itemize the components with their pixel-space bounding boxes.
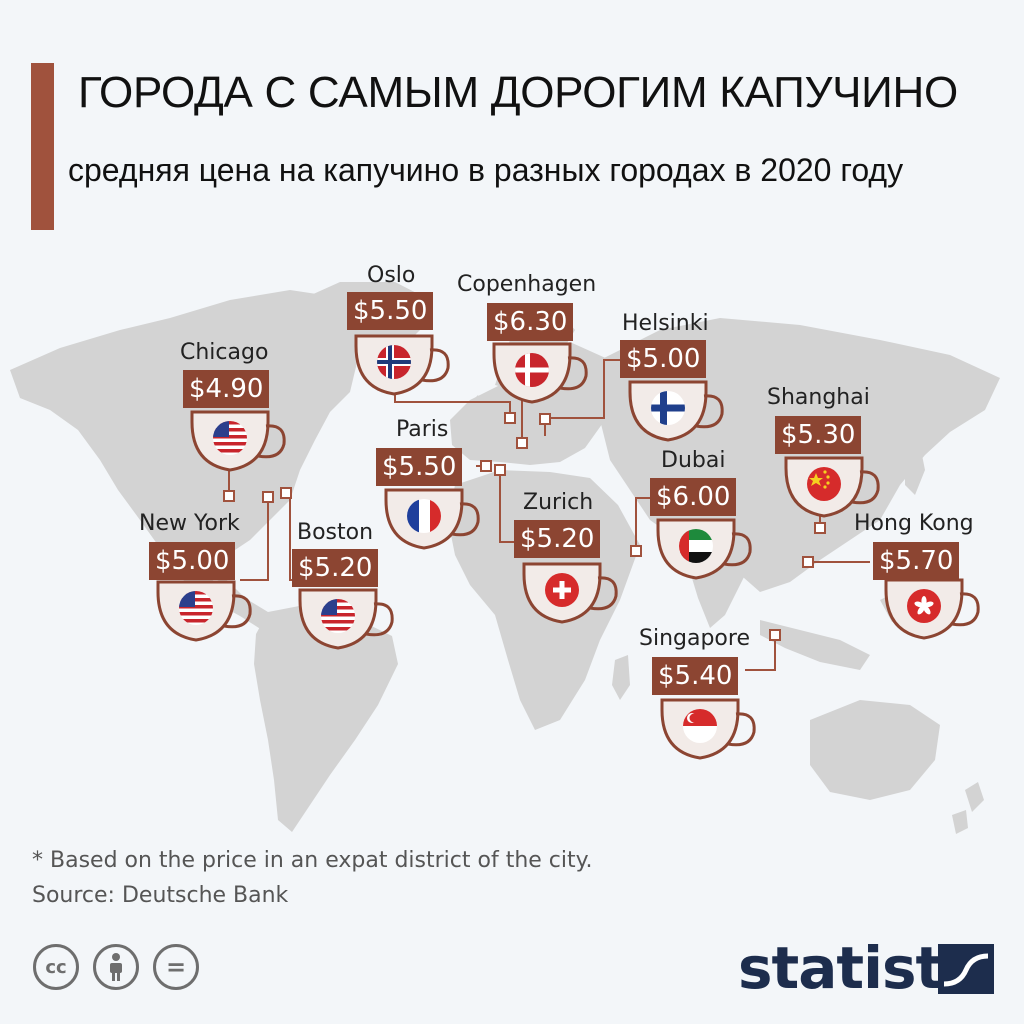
price-badge-new-york: $5.00 [149,542,236,580]
cup-copenhagen [492,342,588,404]
cup-zurich [522,562,618,624]
switzerland-flag-icon [545,573,579,607]
us-flag-icon [179,591,213,625]
uae-flag-icon [679,529,713,563]
cc-icon[interactable]: cc [33,944,79,990]
city-label-shanghai: Shanghai [767,385,870,410]
norway-flag-icon [377,345,411,379]
hong-kong-flag-icon [907,589,941,623]
cup-dubai [656,518,752,580]
city-label-chicago: Chicago [180,340,269,365]
us-flag-icon [213,421,247,455]
france-flag-icon [407,499,441,533]
cup-boston [298,588,394,650]
price-badge-chicago: $4.90 [183,370,270,408]
cup-new-york [156,580,252,642]
attribution-icon[interactable] [93,944,139,990]
city-label-helsinki: Helsinki [622,311,709,336]
price-badge-hong-kong: $5.70 [873,542,960,580]
page-subtitle: средняя цена на капучино в разных города… [68,152,904,188]
source-note: Source: Deutsche Bank [32,883,289,908]
price-badge-helsinki: $5.00 [620,340,707,378]
city-label-zurich: Zurich [523,490,594,515]
city-label-paris: Paris [396,417,449,442]
price-badge-singapore: $5.40 [652,657,739,695]
us-flag-icon [321,599,355,633]
cup-paris [384,488,480,550]
price-badge-boston: $5.20 [292,549,379,587]
cup-oslo [354,334,450,396]
city-label-oslo: Oslo [367,263,416,288]
no-derivatives-icon[interactable]: = [153,944,199,990]
page-title: ГОРОДА С САМЫМ ДОРОГИМ КАПУЧИНО [78,68,958,117]
price-badge-dubai: $6.00 [650,478,737,516]
cup-singapore [660,698,756,760]
china-flag-icon [807,467,841,501]
price-badge-shanghai: $5.30 [775,416,862,454]
cup-hong-kong [884,578,980,640]
price-badge-copenhagen: $6.30 [487,303,574,341]
city-markers [223,412,826,641]
city-label-hong-kong: Hong Kong [854,511,974,536]
footnote: * Based on the price in an expat distric… [32,848,593,873]
title-accent-bar [31,63,54,230]
city-label-copenhagen: Copenhagen [457,272,597,297]
cup-shanghai [784,456,880,518]
denmark-flag-icon [515,353,549,387]
city-label-singapore: Singapore [639,626,750,651]
price-badge-paris: $5.50 [376,448,463,486]
cup-chicago [190,410,286,472]
price-badge-zurich: $5.20 [514,520,601,558]
singapore-flag-icon [683,709,717,743]
person-icon [110,953,122,981]
city-label-boston: Boston [297,520,374,545]
city-label-new-york: New York [139,511,240,536]
statista-logo-mark [938,944,994,994]
cup-helsinki [628,380,724,442]
price-badge-oslo: $5.50 [347,292,434,330]
finland-flag-icon [651,391,685,425]
city-label-dubai: Dubai [661,448,726,473]
